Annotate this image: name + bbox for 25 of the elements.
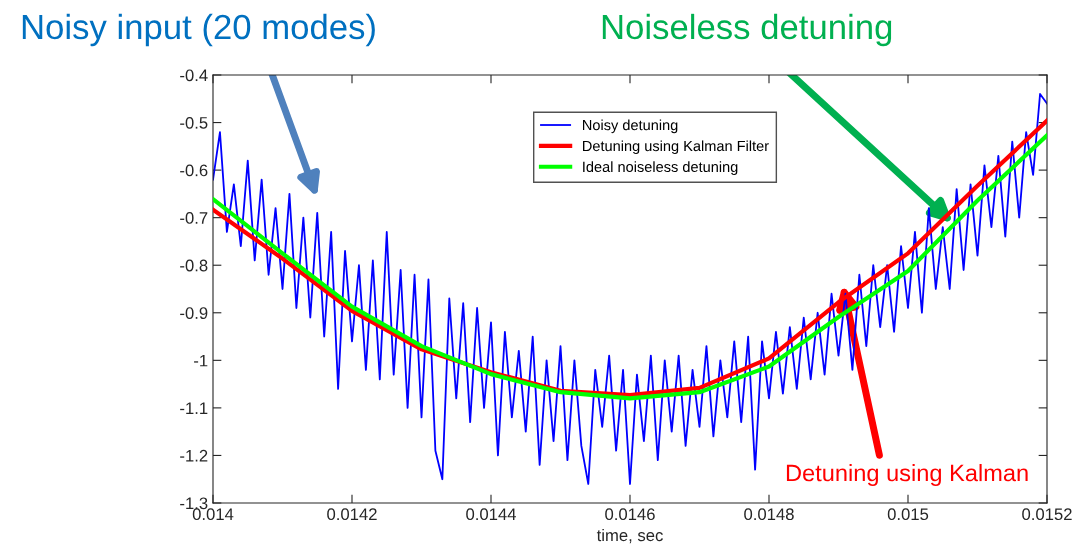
x-tick-label: 0.015 [887, 508, 929, 521]
text: Noisy input (20 modes) [22, 13, 375, 47]
y-tick-label: -0.9 [180, 307, 208, 319]
x-tick-label: 0.0152 [1022, 508, 1072, 521]
y-tick-label: -1 [194, 354, 208, 367]
legend-label: Detuning using Kalman Filter [583, 140, 769, 155]
x-tick-label: 0.014 [192, 508, 234, 521]
line-series [213, 93, 1047, 485]
legend-label: Noisy detuning [583, 119, 678, 134]
legend-label: Ideal noiseless detuning [583, 161, 738, 175]
x-tick-label: 0.0144 [466, 508, 516, 521]
x-tick-label: 0.0146 [605, 508, 655, 521]
y-tick-label: -1.3 [180, 497, 208, 510]
y-tick-label: -0.8 [180, 259, 208, 272]
x-axis-title: time, sec [596, 528, 663, 544]
y-tick-label: -0.5 [180, 116, 208, 129]
x-tick-label: 0.0148 [744, 508, 794, 521]
y-tick-label: -1.2 [180, 449, 208, 462]
y-tick-label: -1.1 [180, 402, 208, 414]
y-tick-label: -0.7 [180, 212, 208, 224]
text: Noiseless detuning [602, 13, 892, 47]
y-tick-label: -0.4 [180, 69, 208, 82]
x-tick-label: 0.0142 [327, 508, 377, 521]
annotation: Detuning using Kalman [786, 463, 1028, 486]
y-tick-label: -0.6 [180, 164, 208, 177]
